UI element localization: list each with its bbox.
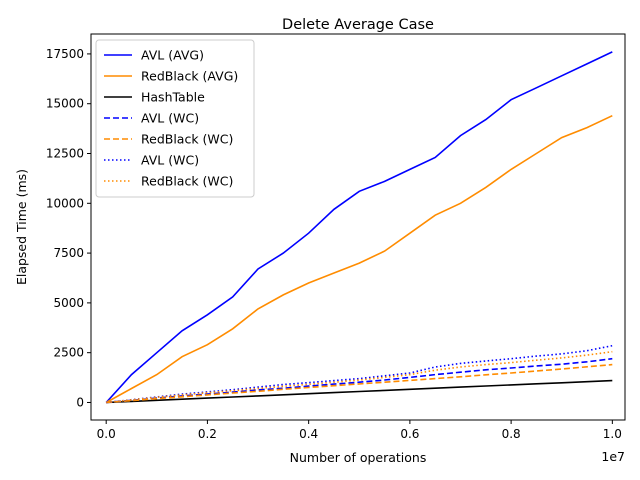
y-tick-label: 12500: [46, 147, 84, 161]
legend-label: RedBlack (AVG): [141, 69, 238, 84]
x-axis-label: Number of operations: [290, 450, 427, 465]
y-tick-label: 2500: [53, 346, 84, 360]
legend: AVL (AVG) RedBlack (AVG) HashTable AVL (WC)…: [95, 39, 255, 198]
plot-frame: [90, 33, 626, 421]
y-axis-label: Elapsed Time (ms): [14, 169, 29, 285]
x-axis-offset-label: 1e7: [601, 449, 625, 464]
legend-label: AVL (WC): [141, 153, 199, 168]
x-tick-label: 0.2: [198, 427, 217, 441]
y-tick-label: 5000: [53, 296, 84, 310]
x-tick-label: 0.8: [502, 427, 521, 441]
legend-label: RedBlack (WC): [141, 132, 233, 147]
series-line-6: [106, 350, 613, 404]
series-line-2: [106, 379, 613, 404]
y-tick-label: 7500: [53, 246, 84, 260]
series-line-4: [106, 363, 613, 404]
y-tick-label: 17500: [46, 47, 84, 61]
legend-label: HashTable: [141, 90, 205, 105]
y-tick-label: 10000: [46, 196, 84, 210]
axes: 0.0 0.2 0.4 0.6 0.8 1.0 0 2500 5000 7500 10000 1250…: [46, 47, 622, 441]
series-line-0: [105, 51, 613, 404]
y-tick-label: 0: [76, 395, 84, 409]
x-tick-label: 1.0: [603, 427, 622, 441]
series-line-3: [106, 357, 613, 404]
chart-title: Delete Average Case: [282, 17, 434, 33]
legend-label: RedBlack (WC): [141, 174, 233, 189]
x-tick-label: 0.4: [299, 427, 318, 441]
y-tick-label: 15000: [46, 97, 84, 111]
x-tick-label: 0.6: [400, 427, 419, 441]
legend-box: [95, 39, 255, 198]
legend-label: AVL (WC): [141, 111, 199, 126]
legend-label: AVL (AVG): [141, 48, 204, 63]
plot-area: [105, 51, 613, 404]
series-line-1: [105, 114, 613, 404]
x-tick-label: 0.0: [97, 427, 116, 441]
